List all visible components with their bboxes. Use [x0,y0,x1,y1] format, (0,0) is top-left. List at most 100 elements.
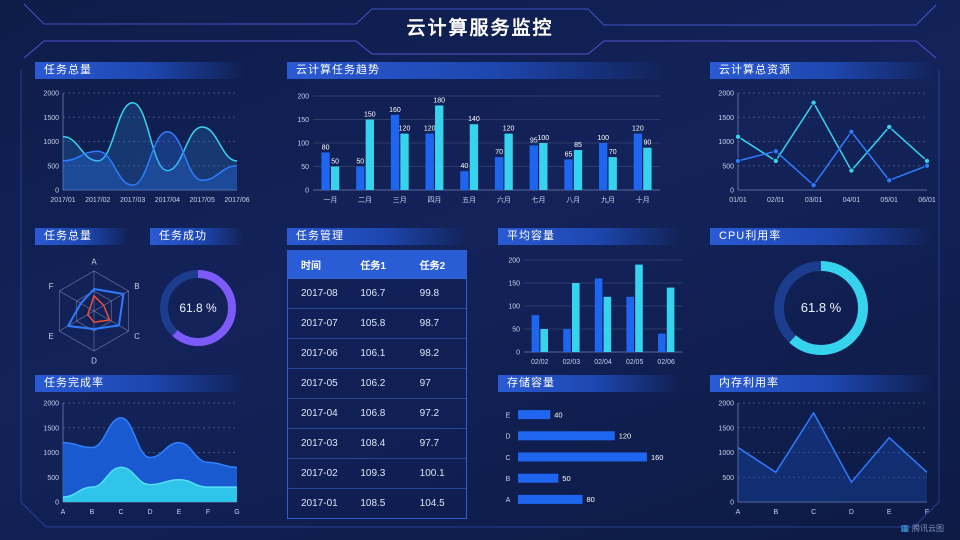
svg-text:E: E [887,509,892,516]
svg-text:160: 160 [389,107,401,114]
svg-text:50: 50 [331,159,339,166]
svg-text:2000: 2000 [718,91,734,98]
svg-text:200: 200 [508,258,520,265]
svg-text:1000: 1000 [43,139,59,146]
svg-text:F: F [49,282,54,291]
task-trend-chart: 0 50 100 150 200 一月 二月 三月 四月 五月 六月 七月 八月 九月 十月 80 50 160 1… [297,94,660,204]
panel-title-text: 任务总量 [44,230,92,242]
svg-text:D: D [91,357,97,366]
table-cell: 97.2 [406,398,466,429]
panel-title-task-success: 任务成功 [150,228,244,245]
table-cell: 106.8 [347,398,407,429]
panel-title-text: 平均容量 [507,230,555,242]
svg-text:A: A [61,509,66,516]
svg-text:02/02: 02/02 [531,359,549,366]
svg-text:2017/05: 2017/05 [190,197,215,204]
table-col-header: 任务2 [406,251,466,279]
table-row: 2017-01 108.5 104.5 [288,488,466,518]
watermark-label: 腾讯云图 [912,524,944,533]
svg-text:C: C [505,455,510,462]
svg-text:0: 0 [730,500,734,507]
svg-text:100: 100 [597,135,609,142]
panel-title-text: 内存利用率 [719,377,779,389]
table-row: 2017-02 109.3 100.1 [288,458,466,489]
svg-text:2000: 2000 [43,91,59,98]
svg-text:40: 40 [460,163,468,170]
svg-text:2017/04: 2017/04 [155,197,180,204]
svg-text:A: A [736,509,741,516]
svg-text:2017/02: 2017/02 [85,197,110,204]
tasks-total-chart: 0 500 1000 1500 2000 2017/01 2017/02 2017/03 201… [43,91,249,205]
svg-text:C: C [118,509,123,516]
svg-text:80: 80 [322,144,330,151]
svg-text:D: D [505,434,510,441]
svg-text:04/01: 04/01 [843,197,861,204]
table-header: 时间 任务1 任务2 [288,251,466,279]
svg-text:02/04: 02/04 [594,359,612,366]
panel-title-text: 任务完成率 [44,377,104,389]
table-cell: 108.5 [347,488,407,518]
svg-text:50: 50 [512,327,520,334]
panel-title-task-management: 任务管理 [287,228,466,245]
task-table: 时间 任务1 任务2 2017-08 106.7 99.8 2017-07 105.8 98.… [287,250,467,519]
svg-text:95: 95 [530,137,538,144]
panel-title-task-trend: 云计算任务趋势 [287,62,668,79]
svg-text:50: 50 [301,164,309,171]
table-cell: 2017-04 [288,398,348,429]
svg-text:180: 180 [433,97,445,104]
table-row: 2017-07 105.8 98.7 [288,308,466,339]
task-success-donut: 61.8 % [160,270,236,346]
svg-text:2000: 2000 [718,401,734,408]
svg-text:六月: 六月 [497,195,511,204]
storage-capacity-chart: E 40 D 120 C 160 B 50 A 80 [505,410,664,504]
table-row: 2017-05 106.2 97 [288,368,466,399]
svg-text:F: F [206,509,210,516]
svg-text:50: 50 [356,159,364,166]
table-cell: 106.2 [347,368,407,399]
svg-text:70: 70 [609,149,617,156]
svg-text:2017/03: 2017/03 [120,197,145,204]
task-table-grid: 时间 任务1 任务2 2017-08 106.7 99.8 2017-07 105.8 98.… [288,251,466,518]
panel-title-text: 任务管理 [296,230,344,242]
svg-text:01/01: 01/01 [729,197,747,204]
panel-title-text: 任务总量 [44,64,92,76]
table-cell: 106.7 [347,278,407,309]
panel-title-completion-rate: 任务完成率 [35,375,245,392]
panel-title-cpu-usage: CPU利用率 [710,228,934,245]
table-row: 2017-06 106.1 98.2 [288,338,466,369]
table-row: 2017-08 106.7 99.8 [288,278,466,309]
panel-title-text: 存储容量 [507,377,555,389]
task-radar-chart: A B C D E F [48,257,140,366]
table-cell: 106.1 [347,338,407,369]
table-row: 2017-04 106.8 97.2 [288,398,466,429]
table-cell: 2017-05 [288,368,348,399]
svg-text:E: E [506,412,511,419]
svg-text:1500: 1500 [43,425,59,432]
table-cell: 109.3 [347,458,407,489]
table-cell: 105.8 [347,308,407,339]
svg-text:160: 160 [651,453,664,462]
svg-text:F: F [925,509,929,516]
svg-text:D: D [147,509,152,516]
completion-rate-chart: 0 500 1000 1500 2000 A B C D E F G [43,401,239,517]
svg-text:90: 90 [644,140,652,147]
svg-text:500: 500 [47,163,59,170]
svg-text:0: 0 [516,350,520,357]
panel-title-text: 云计算任务趋势 [296,64,380,76]
svg-text:120: 120 [503,126,515,133]
svg-text:02/06: 02/06 [657,359,675,366]
svg-text:150: 150 [297,117,309,124]
table-cell: 108.4 [347,428,407,459]
svg-text:80: 80 [586,495,594,504]
svg-text:140: 140 [468,116,480,123]
svg-text:500: 500 [47,475,59,482]
page-title: 云计算服务监控 [406,18,554,39]
table-cell: 2017-02 [288,458,348,489]
watermark-logo-icon: ▦ [900,523,909,533]
svg-text:A: A [91,257,97,266]
svg-text:0: 0 [305,188,309,195]
svg-text:2017/06: 2017/06 [224,197,249,204]
svg-text:50: 50 [562,474,570,483]
table-col-header: 时间 [288,251,348,279]
